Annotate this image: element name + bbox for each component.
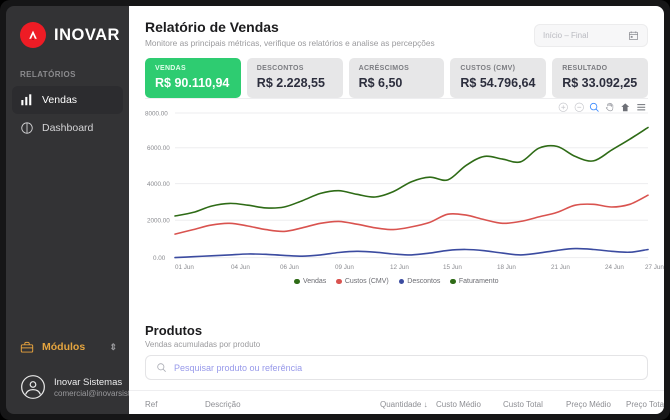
svg-text:09 Jun: 09 Jun bbox=[335, 264, 354, 271]
svg-text:24 Jun: 24 Jun bbox=[605, 264, 624, 271]
svg-text:2000.00: 2000.00 bbox=[147, 218, 170, 225]
svg-text:06 Jun: 06 Jun bbox=[280, 264, 299, 271]
svg-text:27 Jun: 27 Jun bbox=[645, 264, 664, 271]
svg-text:01 Jun: 01 Jun bbox=[175, 264, 194, 271]
svg-text:12 Jun: 12 Jun bbox=[390, 264, 409, 271]
svg-text:18 Jun: 18 Jun bbox=[497, 264, 516, 271]
svg-text:0.00: 0.00 bbox=[153, 255, 166, 262]
svg-text:04 Jun: 04 Jun bbox=[231, 264, 250, 271]
svg-text:8000.00: 8000.00 bbox=[145, 111, 168, 118]
svg-text:6000.00: 6000.00 bbox=[147, 145, 170, 152]
svg-text:4000.00: 4000.00 bbox=[147, 181, 170, 188]
svg-text:15 Jun: 15 Jun bbox=[443, 264, 462, 271]
svg-text:21 Jun: 21 Jun bbox=[551, 264, 570, 271]
